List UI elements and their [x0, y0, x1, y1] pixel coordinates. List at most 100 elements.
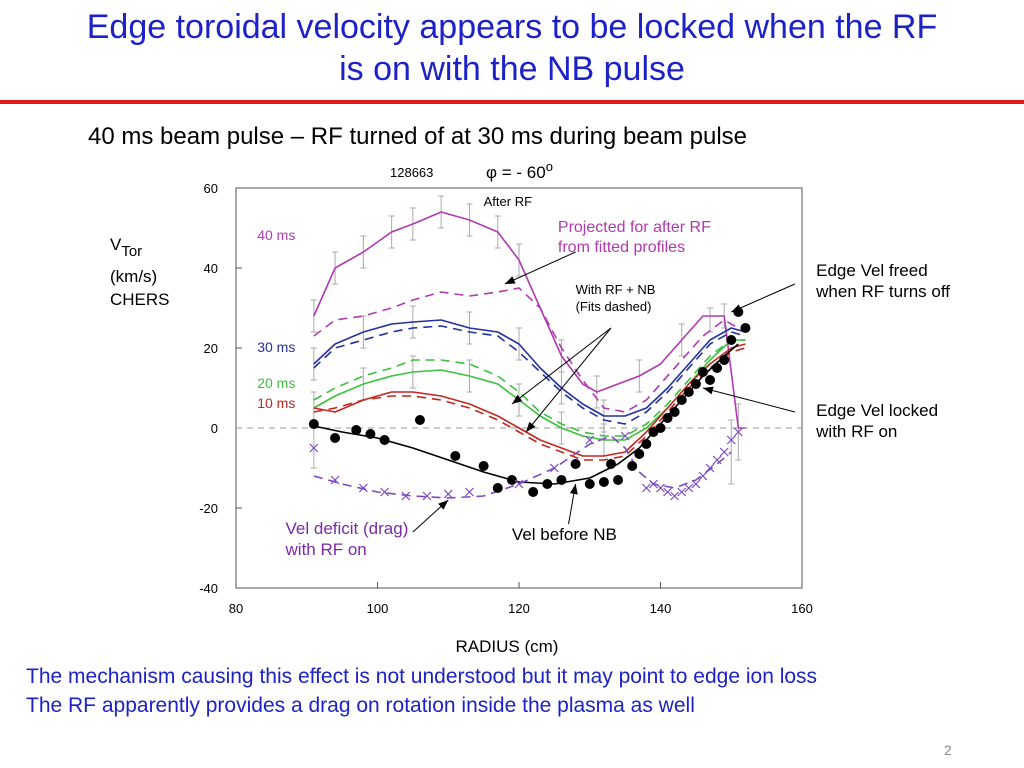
x-marker — [663, 487, 672, 497]
bottom-note-2: The RF apparently provides a drag on rot… — [26, 694, 695, 717]
series-line-3 — [313, 319, 746, 417]
annotation-edge-freed: when RF turns off — [815, 282, 950, 301]
series-line-2 — [313, 287, 739, 413]
data-point — [740, 323, 751, 333]
y-axis-label-v: V — [110, 235, 122, 254]
x-marker — [733, 427, 743, 437]
x-marker-stroke — [641, 483, 651, 493]
phi-label-text: φ = - 60 — [486, 163, 546, 182]
data-point — [450, 451, 461, 461]
data-point — [528, 487, 539, 497]
x-marker-stroke — [620, 431, 630, 441]
x-tick-label: 120 — [508, 601, 530, 616]
bottom-note-1: The mechanism causing this effect is not… — [26, 665, 818, 688]
annotation-vel-before-nb: Vel before NB — [512, 525, 617, 544]
x-tick-label: 80 — [229, 601, 243, 616]
x-marker — [719, 447, 729, 457]
x-marker — [620, 431, 630, 441]
data-point — [556, 475, 567, 485]
phi-degree: o — [546, 159, 553, 174]
x-marker-stroke — [549, 463, 559, 473]
page-number: 2 — [944, 742, 952, 758]
annotation-vel-deficit: Vel deficit (drag) — [286, 519, 409, 538]
data-point — [662, 413, 673, 423]
data-point — [478, 461, 489, 471]
x-marker — [585, 435, 595, 445]
x-marker-stroke — [684, 483, 694, 493]
data-point — [414, 415, 425, 425]
marker-layer — [308, 307, 751, 501]
annotation-arrowhead — [702, 386, 714, 395]
x-marker-stroke — [705, 463, 715, 473]
bottom-notes: The mechanism causing this effect is not… — [26, 662, 817, 720]
x-marker-stroke — [465, 487, 474, 497]
series-line-8 — [313, 347, 746, 461]
data-point — [655, 423, 666, 433]
annotation-vel-deficit: with RF on — [285, 540, 367, 559]
x-marker-stroke — [514, 479, 524, 489]
slide-title-line-2: is on with the NB pulse — [339, 50, 685, 88]
y-axis-label-method: CHERS — [110, 290, 170, 309]
data-point — [726, 335, 737, 345]
annotation-with-rf-nb: (Fits dashed) — [576, 299, 652, 314]
data-point — [641, 439, 652, 449]
y-axis-label-sub: Tor — [121, 243, 142, 260]
annotation-arrowhead — [569, 484, 578, 495]
data-point — [308, 419, 319, 429]
x-marker — [443, 489, 453, 499]
data-point — [379, 435, 390, 445]
series-layer — [310, 195, 746, 499]
x-marker-stroke — [670, 491, 680, 501]
x-marker — [549, 463, 559, 473]
x-marker-stroke — [330, 475, 340, 485]
x-marker-stroke — [691, 479, 701, 489]
x-marker — [698, 471, 708, 481]
annotation-arrowhead — [511, 394, 523, 404]
x-marker-stroke — [649, 479, 658, 489]
data-point — [683, 387, 694, 397]
x-marker-stroke — [677, 487, 687, 497]
series-label: 30 ms — [257, 339, 295, 355]
x-marker — [677, 487, 687, 497]
x-marker-stroke — [585, 435, 595, 445]
series-label: 20 ms — [257, 375, 295, 391]
data-point — [492, 483, 503, 493]
y-tick-label: 40 — [204, 261, 218, 276]
x-marker — [705, 463, 715, 473]
data-point — [605, 459, 616, 469]
x-marker — [422, 491, 432, 501]
annotation-arrowhead — [438, 500, 449, 510]
y-tick-label: 60 — [204, 181, 218, 196]
x-marker-stroke — [309, 443, 319, 453]
annotation-with-rf-nb: With RF + NB — [576, 282, 656, 297]
annotation-projected: from fitted profiles — [558, 239, 685, 256]
x-tick-label: 160 — [791, 601, 813, 616]
series-line-7 — [313, 343, 746, 457]
axes-layer: 80 100 120 140 160 -40 -20 0 20 40 60 — [199, 181, 813, 616]
slide-title: Edge toroidal velocity appears to be loc… — [0, 6, 1024, 90]
annotation-arrow — [504, 251, 576, 285]
series-label: 10 ms — [257, 395, 295, 411]
x-marker — [691, 479, 701, 489]
x-axis-label: RADIUS (cm) — [456, 637, 559, 656]
data-point — [584, 479, 595, 489]
annotation-arrow — [525, 327, 612, 433]
y-tick-label: -20 — [199, 501, 218, 516]
series-label: 40 ms — [257, 227, 295, 243]
y-tick-label: 20 — [204, 341, 218, 356]
data-point — [506, 475, 517, 485]
x-marker-stroke — [656, 483, 665, 493]
x-marker-stroke — [380, 487, 389, 497]
annotation-arrowhead — [731, 304, 743, 312]
annotation-layer: 40 ms 30 ms 20 ms 10 ms After RF Projected fo… — [257, 194, 950, 559]
phi-label: φ = - 60o — [486, 159, 553, 182]
x-marker-stroke — [422, 491, 432, 501]
x-marker — [309, 443, 319, 453]
y-axis-label: VTor — [110, 235, 142, 260]
x-marker — [330, 475, 340, 485]
data-point — [697, 367, 708, 377]
data-point — [705, 375, 716, 385]
annotation-arrowhead — [526, 421, 536, 432]
x-tick-label: 100 — [367, 601, 389, 616]
